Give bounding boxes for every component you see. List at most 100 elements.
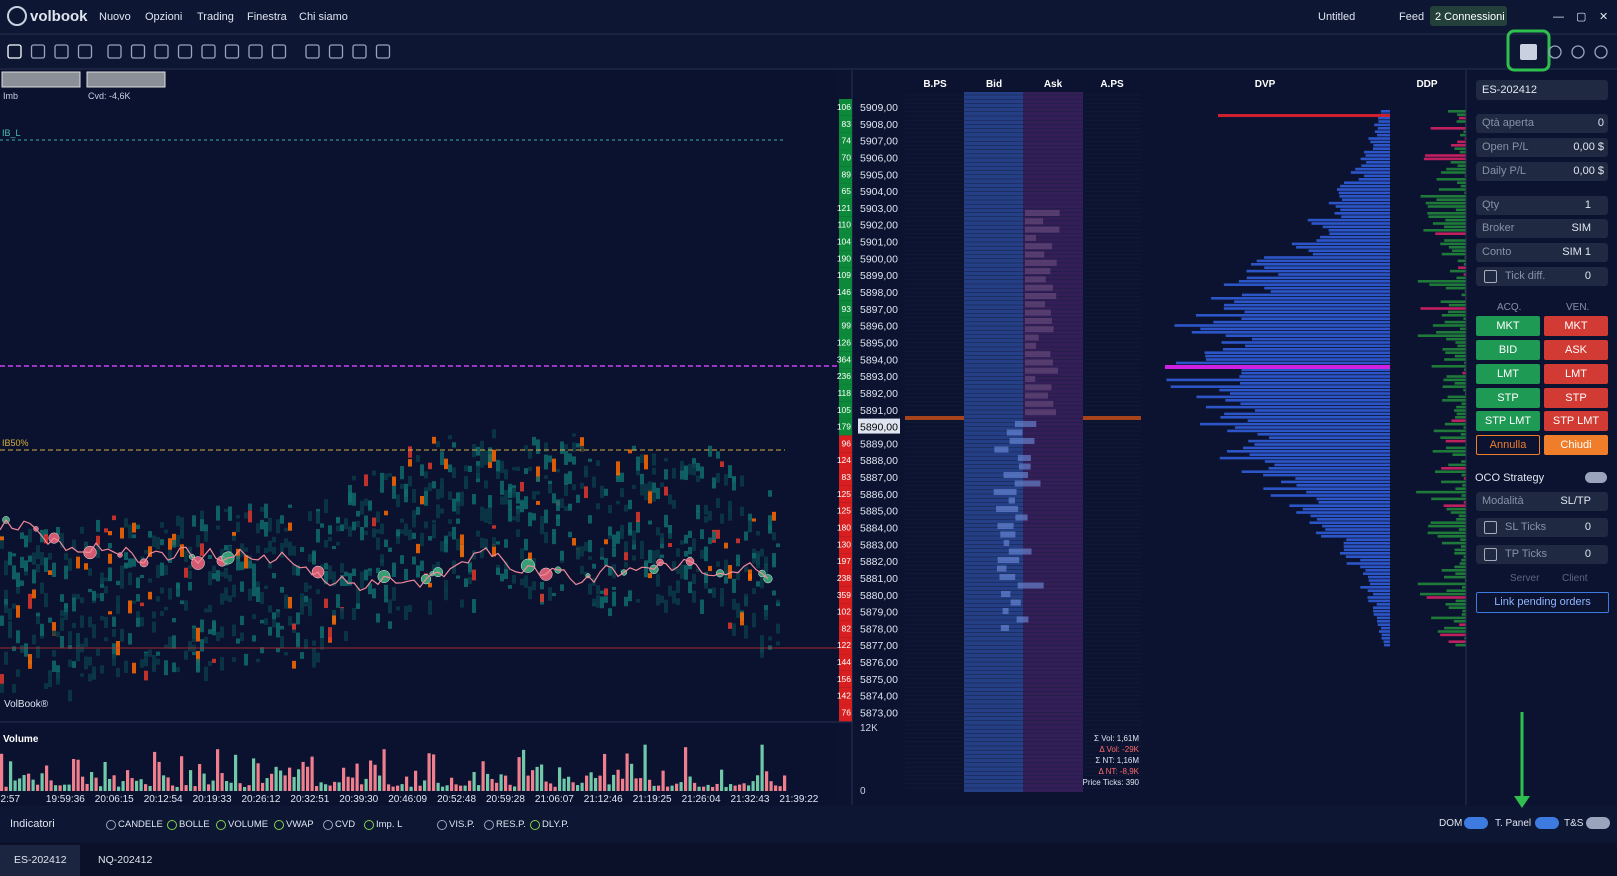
heat-cell <box>312 656 316 668</box>
field-box[interactable] <box>1476 219 1608 238</box>
heat-cell <box>552 593 556 597</box>
heat-cell <box>248 510 252 523</box>
dvp-bar <box>1239 375 1390 378</box>
heat-cell <box>308 585 312 589</box>
volume-cell <box>839 670 852 688</box>
sell-button[interactable]: MKT <box>1544 316 1608 336</box>
heat-cell <box>20 645 24 654</box>
toggle-dot[interactable] <box>323 820 333 830</box>
buy-button[interactable]: STP <box>1476 388 1540 408</box>
volume-bar <box>18 778 22 791</box>
toggle-dot[interactable] <box>364 820 374 830</box>
field-box[interactable] <box>1476 267 1608 286</box>
dvp-bar <box>1341 215 1390 218</box>
panel-switch[interactable] <box>1464 817 1488 829</box>
heat-cell <box>436 488 440 500</box>
volume-bar <box>360 784 364 791</box>
panel-switch[interactable] <box>1535 817 1559 829</box>
heat-cell <box>156 658 160 665</box>
sell-button[interactable]: ASK <box>1544 340 1608 360</box>
volume-bar <box>652 785 656 791</box>
cancel-button[interactable]: Annulla <box>1476 435 1540 455</box>
field-value: SIM 1 <box>1562 246 1591 258</box>
heat-cell <box>4 560 8 576</box>
link-button[interactable]: Link pending orders <box>1476 592 1609 613</box>
heat-cell <box>692 458 696 468</box>
volume-bar <box>126 770 130 791</box>
ddp-bar <box>1459 562 1466 565</box>
bid-depth <box>1014 480 1041 487</box>
radio-client[interactable]: Client <box>1562 573 1588 584</box>
sell-button[interactable]: LMT <box>1544 364 1608 384</box>
dvp-bar <box>1360 558 1390 562</box>
symbol-select[interactable]: ES-202412 <box>1476 80 1608 100</box>
heat-cell <box>376 537 380 550</box>
ddp-bar <box>1458 528 1466 531</box>
heat-cell <box>400 555 404 564</box>
tool-icon <box>305 44 320 59</box>
heat-cell <box>68 631 72 645</box>
oco-toggle[interactable] <box>1585 472 1607 483</box>
sell-button[interactable]: STP <box>1544 388 1608 408</box>
buy-button[interactable]: MKT <box>1476 316 1540 336</box>
dvp-bar <box>1241 293 1390 297</box>
dvp-bar <box>1241 368 1390 371</box>
checkbox[interactable] <box>1484 270 1497 283</box>
sell-button[interactable]: STP LMT <box>1544 411 1608 431</box>
heat-cell <box>152 655 156 670</box>
checkbox[interactable] <box>1484 521 1497 534</box>
panel-switch[interactable] <box>1586 817 1610 829</box>
buy-button[interactable]: LMT <box>1476 364 1540 384</box>
tool-icon <box>54 44 69 59</box>
price-volume: 118 <box>837 388 851 398</box>
field-box[interactable] <box>1476 196 1608 215</box>
volume-cell <box>839 284 852 301</box>
field-box[interactable] <box>1476 243 1608 262</box>
radio-server[interactable]: Server <box>1510 573 1540 584</box>
ddp-bar <box>1446 589 1466 592</box>
window-btn: ✕ <box>1599 11 1608 23</box>
heat-cell <box>196 661 200 672</box>
field-box[interactable] <box>1476 492 1608 511</box>
toggle-dot[interactable] <box>274 820 284 830</box>
buy-button[interactable]: BID <box>1476 340 1540 360</box>
window-btn: ▢ <box>1576 11 1586 23</box>
indicators-label[interactable]: Indicatori <box>10 818 55 830</box>
heat-cell <box>176 666 180 673</box>
toggle-dot[interactable] <box>106 820 116 830</box>
heat-cell <box>28 555 32 562</box>
time-label: 20:46:09 <box>388 794 427 805</box>
heat-cell <box>516 509 520 523</box>
heat-cell <box>656 573 660 587</box>
price-volume: 89 <box>842 169 852 179</box>
heat-cell <box>692 573 696 585</box>
volume-axis-bottom: 0 <box>860 786 866 797</box>
toggle-dot[interactable] <box>437 820 447 830</box>
field-box[interactable] <box>1476 518 1608 537</box>
ask-depth <box>1025 317 1052 324</box>
toggle-dot[interactable] <box>216 820 226 830</box>
toggle-dot[interactable] <box>530 820 540 830</box>
heat-cell <box>328 627 332 642</box>
dvp-bar <box>1312 252 1390 256</box>
field-box[interactable] <box>1476 545 1608 564</box>
heat-cell <box>16 572 20 587</box>
tab[interactable]: ES-202412 <box>14 854 67 866</box>
tab[interactable]: NQ-202412 <box>98 854 153 866</box>
dvp-bar <box>1248 439 1390 443</box>
heat-cell <box>68 689 72 702</box>
heat-cell <box>580 445 584 452</box>
window-btn: — <box>1553 11 1564 23</box>
heat-cell <box>408 446 412 458</box>
toggle-dot[interactable] <box>484 820 494 830</box>
toggle-dot[interactable] <box>167 820 177 830</box>
checkbox[interactable] <box>1484 548 1497 561</box>
dvp-bar <box>1246 276 1390 280</box>
buy-button[interactable]: STP LMT <box>1476 411 1540 431</box>
heat-cell <box>332 610 336 616</box>
heat-cell <box>484 538 488 551</box>
heat-cell <box>656 487 660 500</box>
close-button[interactable]: Chiudi <box>1544 435 1608 455</box>
time-label: 21:12:46 <box>584 794 623 805</box>
dvp-bar <box>1170 385 1390 388</box>
